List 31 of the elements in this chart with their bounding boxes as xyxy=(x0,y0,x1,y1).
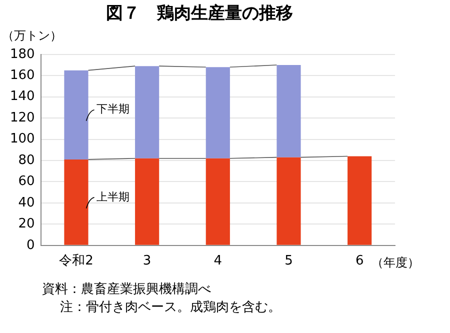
bar xyxy=(64,70,88,160)
y-tick-label: 180 xyxy=(10,46,35,62)
y-tick-label: 100 xyxy=(10,132,35,147)
y-tick-label: 80 xyxy=(18,152,35,168)
x-tick-label: 令和2 xyxy=(59,254,94,269)
bar xyxy=(206,158,230,245)
y-tick-label: 140 xyxy=(10,89,35,104)
y-tick-label: 120 xyxy=(10,110,35,126)
series-label: 上半期 xyxy=(96,190,130,204)
x-tick-label: 3 xyxy=(142,254,152,269)
x-tick-label: 4 xyxy=(214,254,222,269)
bar xyxy=(276,65,301,158)
bar xyxy=(206,67,230,158)
bar xyxy=(64,159,88,245)
text: 注：骨付き肉ベース。成鶏肉を含む。 xyxy=(60,300,281,315)
y-tick-label: 20 xyxy=(18,216,35,232)
bar xyxy=(135,158,160,245)
y-tick-label: 0 xyxy=(26,238,35,253)
bar xyxy=(135,66,160,158)
y-tick-label: 60 xyxy=(18,174,35,190)
x-tick-label: 6 xyxy=(355,254,364,269)
series-label: 下半期 xyxy=(96,102,130,116)
bar xyxy=(348,156,372,245)
y-tick-label: 160 xyxy=(10,68,35,83)
chart-title: 図７ 鶏肉生産量の推移 xyxy=(106,4,293,24)
x-tick-label: 5 xyxy=(284,254,293,269)
x-axis-title: （年度） xyxy=(372,256,420,270)
bar xyxy=(276,157,301,245)
y-tick-label: 40 xyxy=(18,195,35,210)
y-axis-title: （万トン） xyxy=(2,28,62,43)
text: 資料：農畜産業振興機構調べ xyxy=(42,280,211,297)
